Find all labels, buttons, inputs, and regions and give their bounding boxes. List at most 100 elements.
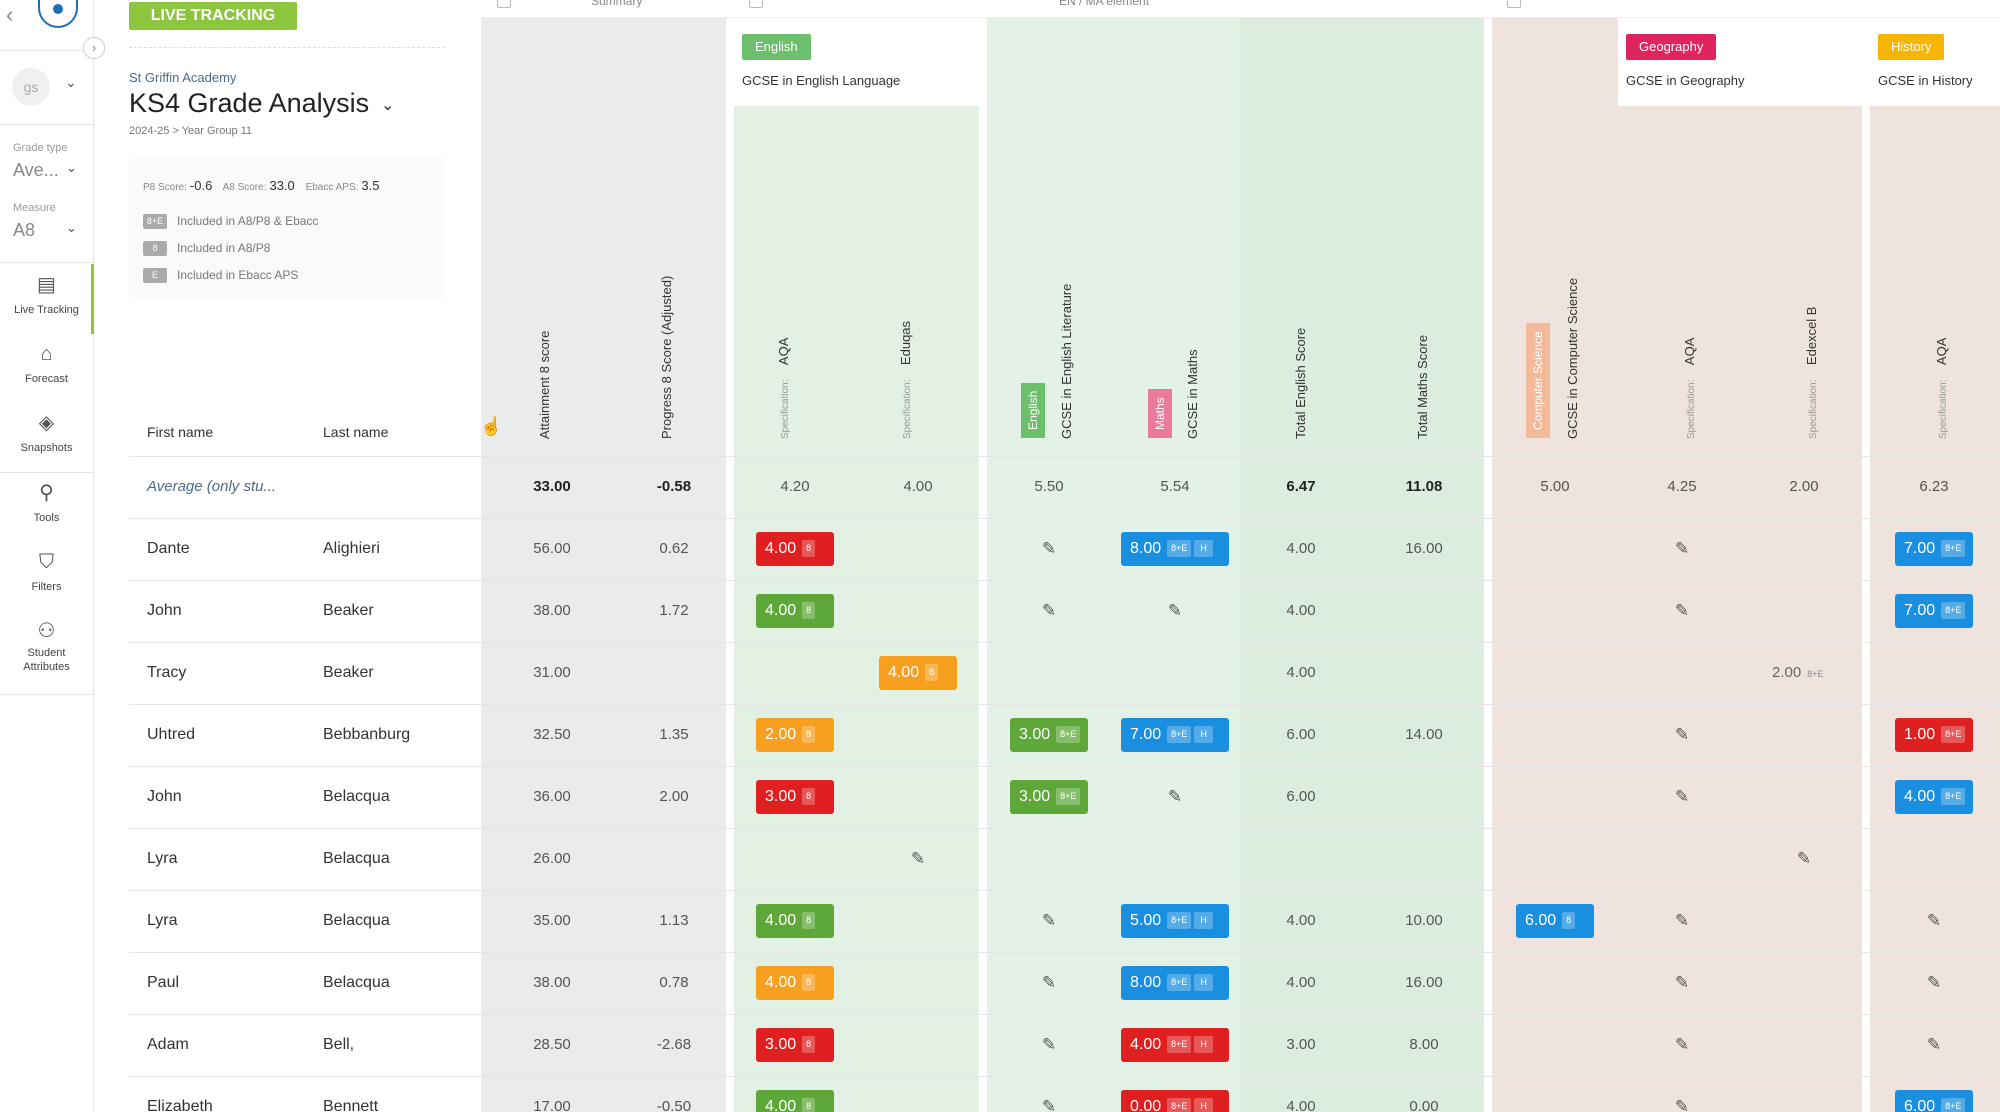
collapse-panel-button[interactable]: › [83, 37, 105, 59]
grade-value: 6.00 [1904, 1098, 1936, 1112]
page-title[interactable]: KS4 Grade Analysis [129, 88, 370, 118]
grade-badge[interactable]: 2.00 8 [756, 718, 834, 752]
col-progress-8[interactable]: Progress 8 Score (Adjusted) [659, 275, 674, 439]
total-maths-value [1364, 828, 1484, 890]
edit-grade-icon[interactable]: ✎ [1674, 539, 1690, 558]
back-chevron-icon[interactable]: ‹ [6, 2, 14, 27]
grade-badge[interactable]: 7.00 8+E [1895, 594, 1973, 628]
edit-grade-icon[interactable]: ✎ [1041, 1035, 1057, 1054]
grade-badge[interactable]: 5.00 8+E H [1121, 904, 1229, 938]
nav-tools[interactable]: ⚲ Tools [33, 482, 60, 524]
grade-badge[interactable]: 8.00 8+E H [1121, 532, 1229, 566]
grade-value: 8.00 [1130, 974, 1162, 991]
grade-badge[interactable]: 3.00 8+E [1010, 718, 1088, 752]
grade-badge[interactable]: 1.00 8+E [1895, 718, 1973, 752]
grade-badge[interactable]: 4.00 8+E [1895, 780, 1973, 814]
edit-grade-icon[interactable]: ✎ [1041, 911, 1057, 930]
grade-plain[interactable]: 2.00 8+E [1772, 642, 1823, 705]
col-total-maths[interactable]: Total Maths Score [1415, 334, 1430, 439]
user-avatar[interactable]: gs [12, 68, 50, 106]
nav-snapshots[interactable]: ◈ Snapshots [20, 412, 73, 454]
grade-badge[interactable]: 4.00 8 [756, 966, 834, 1000]
table-row[interactable]: Tracy Beaker 31.00 4.00 4.00 8 2.00 8+E [0, 642, 2000, 704]
subject-tag-history[interactable]: History [1878, 34, 1945, 60]
subject-tag-geography[interactable]: Geography [1626, 34, 1717, 60]
table-row[interactable]: Dante Alighieri 56.00 0.62 4.00 16.00 4.00 8 ✎ 8.… [0, 518, 2000, 580]
checkbox[interactable] [1507, 0, 1521, 8]
edit-grade-icon[interactable]: ✎ [1674, 787, 1690, 806]
grade-badge[interactable]: 3.00 8+E [1010, 780, 1088, 814]
grade-type-select[interactable]: Ave... [13, 160, 59, 180]
col-english-eduqas[interactable]: Specification: Eduqas [898, 320, 913, 439]
nav-filters[interactable]: ⛉ Filters [31, 551, 62, 593]
grade-badge[interactable]: 4.00 8 [879, 656, 957, 690]
edit-grade-icon[interactable]: ✎ [1041, 973, 1057, 992]
table-row[interactable]: Paul Belacqua 38.00 0.78 4.00 16.00 4.00 8 ✎ 8.00… [0, 952, 2000, 1014]
nav-forecast[interactable]: ⌂ Forecast [25, 343, 68, 385]
col-geography-aqa[interactable]: Specification: AQA [1682, 337, 1697, 439]
col-maths[interactable]: GCSE in Maths [1185, 349, 1200, 439]
nav-student-attributes[interactable]: ⚇ Student Attributes [23, 620, 70, 673]
grade-badge[interactable]: 4.00 8+E H [1121, 1028, 1229, 1062]
edit-grade-icon[interactable]: ✎ [1926, 911, 1942, 930]
edit-grade-icon[interactable]: ✎ [1167, 601, 1183, 620]
table-row[interactable]: John Beaker 38.00 1.72 4.00 4.00 8 ✎ ✎ ✎ 7.00 8+E [0, 580, 2000, 642]
grade-badge[interactable]: 7.00 8+E [1895, 532, 1973, 566]
col-computer-science[interactable]: GCSE in Computer Science [1565, 277, 1580, 439]
grade-badge[interactable]: 4.00 8 [756, 904, 834, 938]
edit-grade-icon[interactable]: ✎ [1041, 539, 1057, 558]
checkbox[interactable] [749, 0, 763, 8]
grade-badge[interactable]: 4.00 8 [756, 532, 834, 566]
total-eng-value: 4.00 [1286, 974, 1316, 991]
edit-grade-icon[interactable]: ✎ [1167, 787, 1183, 806]
grade-badge[interactable]: 6.00 8+E [1895, 1090, 1973, 1112]
grade-badge[interactable]: 8.00 8+E H [1121, 966, 1229, 1000]
edit-grade-icon[interactable]: ✎ [1674, 1035, 1690, 1054]
chevron-down-icon[interactable]: ⌄ [381, 97, 395, 114]
grade-badge[interactable]: 4.00 8 [756, 594, 834, 628]
col-geography-edexcel[interactable]: Specification: Edexcel B [1804, 306, 1819, 439]
edit-grade-icon[interactable]: ✎ [1674, 1097, 1690, 1112]
tier-tag: H [1194, 1098, 1213, 1112]
table-row[interactable]: Adam Bell, 28.50 -2.68 3.00 8.00 3.00 8 ✎ 4.00 8+E… [0, 1014, 2000, 1076]
col-english-literature[interactable]: GCSE in English Literature [1059, 283, 1074, 439]
total-maths-value [1364, 766, 1484, 828]
col-history-aqa[interactable]: Specification: AQA [1934, 337, 1949, 439]
grade-badge[interactable]: 3.00 8 [756, 780, 834, 814]
grade-badge[interactable]: 0.00 8+E H [1121, 1090, 1229, 1112]
col-attainment-8[interactable]: Attainment 8 score [537, 330, 552, 439]
table-row[interactable]: Uhtred Bebbanburg 32.50 1.35 6.00 14.00 2.00 8 3… [0, 704, 2000, 766]
chevron-down-icon[interactable]: ⌄ [66, 160, 77, 175]
checkbox[interactable] [497, 0, 511, 8]
p8-value: -2.68 [656, 1036, 692, 1053]
grade-badge[interactable]: 7.00 8+E H [1121, 718, 1229, 752]
table-row[interactable]: Lyra Belacqua 26.00 ✎ ✎ [0, 828, 2000, 890]
edit-grade-icon[interactable]: ✎ [910, 849, 926, 868]
total-eng-value: 4.00 [1286, 602, 1316, 619]
edit-grade-icon[interactable]: ✎ [1926, 973, 1942, 992]
grade-badge[interactable]: 3.00 8 [756, 1028, 834, 1062]
edit-grade-icon[interactable]: ✎ [1674, 601, 1690, 620]
grade-badge[interactable]: 6.00 8 [1516, 904, 1594, 938]
col-first-name[interactable]: First name [147, 424, 214, 440]
subject-tag-english[interactable]: English [742, 34, 811, 60]
measure-select[interactable]: A8 [13, 220, 36, 240]
col-last-name[interactable]: Last name [323, 424, 389, 440]
table-row[interactable]: Elizabeth Bennett 17.00 -0.50 4.00 0.00 4.00 8 ✎… [0, 1076, 2000, 1112]
chevron-down-icon[interactable]: ⌄ [66, 220, 77, 235]
col-english-aqa[interactable]: Specification: AQA [776, 337, 791, 439]
edit-grade-icon[interactable]: ✎ [1674, 911, 1690, 930]
edit-grade-icon[interactable]: ✎ [1926, 1035, 1942, 1054]
edit-grade-icon[interactable]: ✎ [1041, 601, 1057, 620]
chevron-down-icon[interactable]: ⌄ [65, 74, 77, 90]
grade-badge[interactable]: 4.00 8 [756, 1090, 834, 1112]
edit-grade-icon[interactable]: ✎ [1674, 973, 1690, 992]
edit-grade-icon[interactable]: ✎ [1796, 849, 1812, 868]
nav-live-tracking[interactable]: ▤ Live Tracking [0, 264, 94, 334]
edit-grade-icon[interactable]: ✎ [1041, 1097, 1057, 1112]
table-row[interactable]: John Belacqua 36.00 2.00 6.00 3.00 8 3.00 8+E ✎ ✎ 4… [0, 766, 2000, 828]
table-row[interactable]: Lyra Belacqua 35.00 1.13 4.00 10.00 4.00 8 ✎ 5.00… [0, 890, 2000, 952]
col-total-english[interactable]: Total English Score [1293, 327, 1308, 439]
first-name: Lyra [147, 850, 178, 867]
edit-grade-icon[interactable]: ✎ [1674, 725, 1690, 744]
